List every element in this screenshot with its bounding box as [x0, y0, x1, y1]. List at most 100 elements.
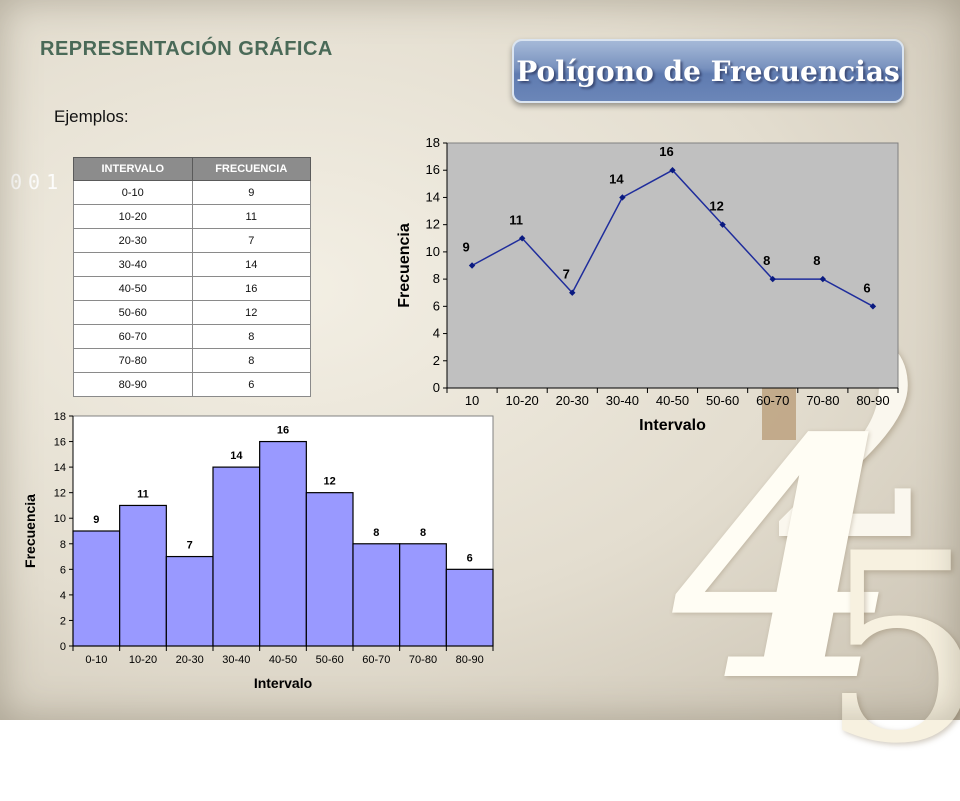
- table-row: 10-20 11: [73, 204, 311, 229]
- y-tick-label: 4: [60, 590, 66, 602]
- data-label: 16: [659, 144, 673, 159]
- table-cell-interval: 10-20: [73, 204, 193, 229]
- table-row: 0-10 9: [73, 180, 311, 205]
- y-tick-label: 16: [426, 162, 440, 177]
- slide-heading: REPRESENTACIÓN GRÁFICA: [40, 38, 333, 60]
- table-header-interval: INTERVALO: [73, 157, 193, 181]
- y-tick-label: 14: [54, 462, 66, 474]
- y-tick-label: 2: [433, 353, 440, 368]
- y-tick-label: 8: [60, 539, 66, 551]
- data-label: 6: [863, 280, 870, 295]
- title-button-label: Polígono de Frecuencias: [516, 54, 900, 88]
- data-label: 9: [462, 240, 469, 255]
- decorative-number-four: 4: [670, 366, 900, 754]
- y-axis-title: Frecuencia: [396, 223, 413, 308]
- x-tick-label: 50-60: [316, 654, 344, 666]
- x-tick-label: 0-10: [85, 654, 107, 666]
- data-point-marker: [869, 303, 877, 310]
- histogram-bar: [445, 568, 494, 647]
- examples-label: Ejemplos:: [54, 107, 129, 126]
- data-point-marker: [619, 194, 626, 201]
- histogram-bar: [305, 492, 354, 647]
- table-cell-frequency: 9: [191, 180, 311, 205]
- y-axis-title: Frecuencia: [22, 494, 38, 568]
- x-tick-label: 30-40: [606, 393, 639, 408]
- decorative-number-five: 5: [820, 499, 960, 801]
- table-row: 70-80 8: [73, 348, 311, 373]
- table-cell-frequency: 8: [191, 324, 311, 349]
- y-tick-label: 2: [60, 615, 66, 627]
- y-tick-label: 18: [426, 135, 440, 150]
- y-tick-label: 10: [426, 244, 440, 259]
- x-tick-label: 70-80: [806, 393, 839, 408]
- histogram-bar: [399, 543, 447, 647]
- x-tick-label: 10-20: [129, 654, 157, 666]
- data-point-marker: [468, 262, 476, 269]
- table-cell-interval: 80-90: [73, 372, 193, 397]
- x-tick-label: 20-30: [176, 654, 204, 666]
- table-row: 30-40 14: [73, 252, 311, 277]
- x-tick-label: 80-90: [856, 393, 889, 408]
- table-header-frequency: FRECUENCIA: [191, 157, 311, 181]
- y-tick-label: 8: [433, 271, 440, 286]
- table-cell-interval: 40-50: [73, 276, 193, 301]
- y-tick-label: 14: [426, 189, 440, 204]
- data-label: 8: [763, 253, 770, 268]
- decorative-digits: 001: [10, 170, 65, 194]
- table-cell-frequency: 12: [191, 300, 311, 325]
- table-row: 60-70 8: [73, 324, 311, 349]
- table-cell-interval: 30-40: [73, 252, 193, 277]
- x-tick-label: 30-40: [222, 654, 250, 666]
- data-label: 11: [509, 212, 523, 227]
- x-tick-label: 10-20: [506, 393, 539, 408]
- table-cell-interval: 60-70: [73, 324, 193, 349]
- data-label: 12: [709, 199, 723, 214]
- x-tick-label: 80-90: [456, 654, 484, 666]
- data-label: 14: [230, 450, 243, 462]
- data-label: 8: [373, 527, 379, 539]
- table-cell-frequency: 8: [191, 348, 311, 373]
- table-cell-frequency: 11: [191, 204, 311, 229]
- table-row: 20-30 7: [73, 228, 311, 253]
- y-tick-label: 16: [54, 437, 66, 449]
- x-tick-label: 70-80: [409, 654, 437, 666]
- table-row: 50-60 12: [73, 300, 311, 325]
- y-tick-label: 10: [54, 513, 66, 525]
- data-point-marker: [669, 167, 676, 174]
- data-label: 8: [813, 253, 820, 268]
- y-tick-label: 0: [60, 641, 66, 653]
- data-label: 6: [467, 552, 473, 564]
- table-row: 80-90 6: [73, 372, 311, 397]
- x-axis-title: Intervalo: [254, 675, 312, 691]
- table-cell-frequency: 14: [191, 252, 311, 277]
- x-tick-label: 40-50: [656, 393, 689, 408]
- histogram-bar: [352, 543, 401, 647]
- title-button[interactable]: Polígono de Frecuencias: [512, 39, 904, 103]
- y-tick-label: 18: [54, 411, 66, 423]
- data-label: 7: [187, 540, 193, 552]
- data-label: 16: [277, 425, 289, 437]
- histogram-chart: 0 2 4 6 8 10 12 14 16 18 0-10 10-20 20-30 30-40 40-50 5…: [22, 411, 494, 691]
- data-label: 8: [420, 527, 426, 539]
- frequency-table: INTERVALO FRECUENCIA 0-10 9 10-20 11 20-30…: [73, 157, 311, 397]
- data-label: 11: [137, 488, 149, 500]
- table-cell-interval: 0-10: [73, 180, 193, 205]
- table-row: 40-50 16: [73, 276, 311, 301]
- x-tick-label: 40-50: [269, 654, 297, 666]
- histogram-bar: [212, 466, 261, 647]
- histogram-bar: [72, 530, 121, 647]
- y-tick-label: 6: [60, 564, 66, 576]
- table-cell-interval: 20-30: [73, 228, 193, 253]
- data-label: 7: [563, 267, 570, 282]
- x-tick-label: 60-70: [362, 654, 390, 666]
- x-tick-label: 20-30: [556, 393, 589, 408]
- x-tick-label: 10: [465, 393, 479, 408]
- y-tick-label: 6: [433, 298, 440, 313]
- histogram-bar: [165, 555, 214, 647]
- x-tick-label: 60-70: [756, 393, 789, 408]
- data-label: 9: [93, 514, 99, 526]
- data-label: 12: [324, 476, 336, 488]
- histogram-bar: [119, 504, 167, 647]
- table-cell-interval: 70-80: [73, 348, 193, 373]
- data-point-marker: [719, 221, 726, 228]
